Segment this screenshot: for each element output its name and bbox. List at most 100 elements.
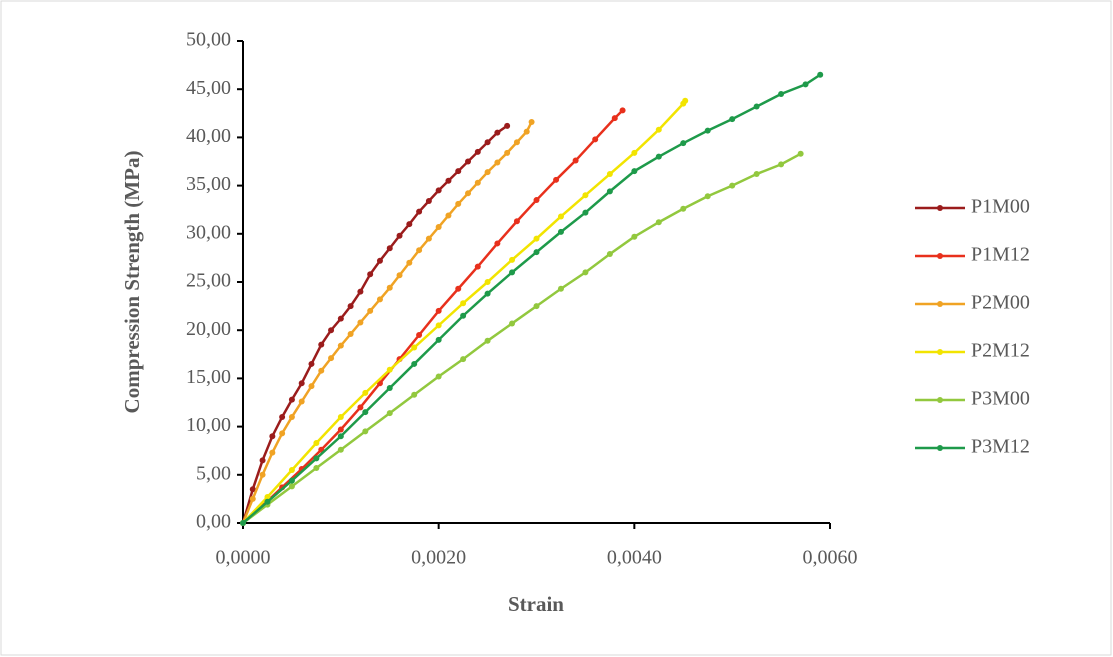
data-point (298, 380, 305, 387)
data-point (460, 356, 467, 363)
data-point (269, 433, 276, 440)
data-point (582, 209, 589, 216)
data-point (778, 91, 785, 98)
data-point (337, 446, 344, 453)
data-point (386, 385, 393, 392)
data-point (455, 168, 462, 175)
data-point (337, 315, 344, 322)
data-point (680, 205, 687, 212)
data-point (753, 103, 760, 110)
data-point (337, 342, 344, 349)
data-point (553, 176, 560, 183)
data-point (509, 320, 516, 327)
data-point (313, 439, 320, 446)
data-point (240, 520, 246, 526)
data-point (313, 465, 320, 472)
y-tick-label: 30,00 (186, 221, 231, 243)
data-point (704, 193, 711, 200)
y-tick-label: 5,00 (196, 462, 231, 484)
x-tick-label: 0,0040 (607, 547, 662, 569)
y-tick-label: 45,00 (186, 77, 231, 99)
data-point (298, 398, 305, 405)
data-point (386, 366, 393, 373)
data-point (582, 269, 589, 276)
data-point (396, 232, 403, 239)
data-point (619, 107, 626, 114)
data-point (509, 256, 516, 263)
data-point (682, 97, 689, 104)
data-point (455, 200, 462, 207)
data-point (425, 235, 432, 242)
legend-marker (937, 253, 943, 259)
data-point (288, 466, 295, 473)
y-tick-label: 35,00 (186, 173, 231, 195)
data-point (416, 332, 423, 339)
data-point (318, 367, 325, 374)
data-point (416, 208, 423, 215)
data-point (362, 389, 369, 396)
data-point (367, 307, 374, 314)
data-point (460, 312, 467, 319)
y-tick-label: 15,00 (186, 366, 231, 388)
data-point (523, 128, 530, 135)
data-point (367, 271, 374, 278)
data-point (435, 187, 442, 194)
data-point (357, 404, 364, 411)
data-point (347, 303, 354, 310)
data-point (753, 171, 760, 178)
data-point (557, 285, 564, 292)
x-tick-label: 0,0020 (411, 547, 466, 569)
data-point (509, 269, 516, 276)
data-point (611, 115, 618, 122)
data-point (313, 455, 320, 462)
data-point (435, 224, 442, 231)
legend-marker (937, 205, 943, 211)
data-point (318, 341, 325, 348)
data-point (606, 171, 613, 178)
y-tick-label: 0,00 (196, 511, 231, 533)
data-point (259, 471, 266, 478)
series-line (242, 152, 802, 525)
legend-label: P1M12 (971, 244, 1030, 266)
data-point (337, 433, 344, 440)
data-point (362, 409, 369, 416)
data-point (631, 168, 638, 175)
data-point (425, 198, 432, 205)
data-point (557, 228, 564, 235)
legend-label: P2M12 (971, 340, 1030, 362)
data-point (474, 148, 481, 155)
data-point (631, 233, 638, 240)
y-tick-label: 50,00 (186, 29, 231, 51)
data-point (655, 153, 662, 160)
data-point (279, 413, 286, 420)
data-point (337, 413, 344, 420)
data-point (513, 218, 520, 225)
legend-marker (937, 301, 943, 307)
data-point (631, 149, 638, 156)
y-tick-label: 20,00 (186, 318, 231, 340)
data-point (655, 126, 662, 133)
data-point (460, 300, 467, 307)
data-point (264, 498, 271, 505)
data-point (797, 150, 804, 157)
data-point (376, 296, 383, 303)
legend-label: P1M00 (971, 196, 1030, 218)
data-point (484, 139, 491, 146)
legend-label: P2M00 (971, 292, 1030, 314)
data-point (386, 284, 393, 291)
data-point (445, 177, 452, 184)
data-point (817, 71, 824, 78)
data-point (533, 249, 540, 256)
data-point (435, 373, 442, 380)
data-point (362, 428, 369, 435)
data-point (557, 213, 564, 220)
legend-label: P3M12 (971, 436, 1030, 458)
data-point (572, 157, 579, 164)
data-point (455, 285, 462, 292)
data-point (264, 493, 271, 500)
data-point (474, 179, 481, 186)
data-point (494, 129, 501, 136)
data-point (435, 307, 442, 314)
